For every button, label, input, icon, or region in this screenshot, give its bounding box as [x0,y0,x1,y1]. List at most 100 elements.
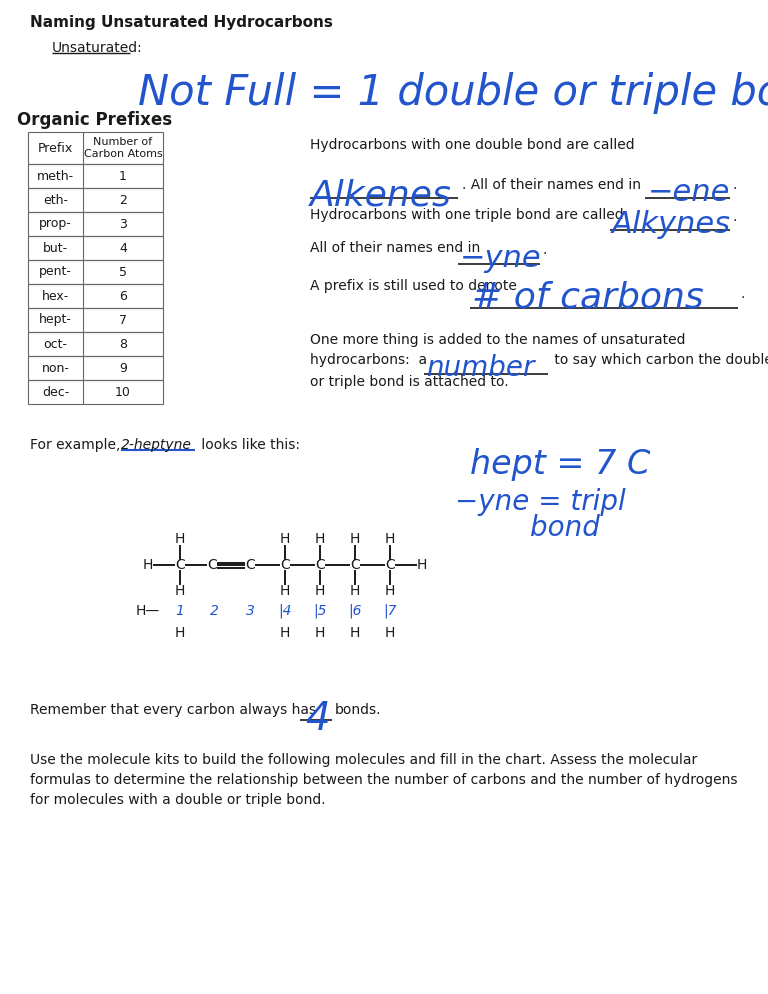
Text: .: . [732,178,737,192]
Text: but-: but- [43,242,68,254]
Bar [28,356,163,380]
Text: 1: 1 [119,170,127,183]
Text: H: H [175,584,185,598]
Text: # of carbons: # of carbons [472,280,703,314]
Text: C: C [280,558,290,572]
Text: or triple bond is attached to.: or triple bond is attached to. [310,375,508,389]
Text: H: H [417,558,427,572]
Text: .: . [740,287,744,301]
Bar [28,188,163,212]
Text: 10: 10 [115,386,131,399]
Text: |7: |7 [383,603,397,618]
Text: For example,: For example, [30,438,124,452]
Text: 2-heptyne: 2-heptyne [121,438,192,452]
Text: Not Full = 1 double or triple bond: Not Full = 1 double or triple bond [138,72,768,114]
Text: |5: |5 [313,603,326,618]
Text: A prefix is still used to denote: A prefix is still used to denote [310,279,517,293]
Text: formulas to determine the relationship between the number of carbons and the num: formulas to determine the relationship b… [30,773,737,787]
Text: H: H [349,584,360,598]
Text: C: C [350,558,360,572]
Text: looks like this:: looks like this: [197,438,300,452]
Text: H: H [175,532,185,546]
Text: eth-: eth- [43,194,68,207]
Text: C: C [315,558,325,572]
Text: 7: 7 [119,313,127,326]
Text: .: . [542,243,546,257]
Text: H: H [280,626,290,640]
Text: Organic Prefixes: Organic Prefixes [18,111,173,129]
Text: Alkenes: Alkenes [310,178,452,212]
Bar [28,308,163,332]
Text: H: H [315,626,325,640]
Text: for molecules with a double or triple bond.: for molecules with a double or triple bo… [30,793,326,807]
Text: 1: 1 [176,604,184,618]
Text: C: C [207,558,217,572]
Text: bonds.: bonds. [335,703,382,717]
Text: bond: bond [530,514,600,542]
Text: |6: |6 [348,603,362,618]
Text: 3: 3 [246,604,254,618]
Text: 4: 4 [305,700,329,738]
Bar [28,380,163,404]
Text: H: H [349,532,360,546]
Text: Unsaturated:: Unsaturated: [52,41,143,55]
Text: C: C [385,558,395,572]
Text: H: H [385,626,396,640]
Text: hept = 7 C: hept = 7 C [470,448,650,481]
Text: H: H [175,626,185,640]
Text: H: H [280,584,290,598]
Text: to say which carbon the double: to say which carbon the double [550,353,768,367]
Bar [28,332,163,356]
Text: 2: 2 [119,194,127,207]
Text: 6: 6 [119,289,127,302]
Text: non-: non- [41,362,69,375]
Bar [28,236,163,260]
Text: 9: 9 [119,362,127,375]
Text: Number of
Carbon Atoms: Number of Carbon Atoms [84,137,162,159]
Text: |4: |4 [278,603,292,618]
Text: −yne = tripl: −yne = tripl [455,488,626,516]
Text: C: C [175,558,185,572]
Bar [28,132,163,164]
Bar [28,284,163,308]
Text: Naming Unsaturated Hydrocarbons: Naming Unsaturated Hydrocarbons [30,15,333,30]
Text: Hydrocarbons with one triple bond are called: Hydrocarbons with one triple bond are ca… [310,208,624,222]
Text: C: C [245,558,255,572]
Text: .: . [732,210,737,224]
Text: pent-: pent- [39,265,72,278]
Bar [28,260,163,284]
Text: . All of their names end in: . All of their names end in [462,178,641,192]
Text: 3: 3 [119,218,127,231]
Text: 5: 5 [119,265,127,278]
Text: prop-: prop- [39,218,72,231]
Text: H—: H— [136,604,160,618]
Text: Alkynes: Alkynes [612,210,731,239]
Text: H: H [143,558,153,572]
Text: All of their names end in: All of their names end in [310,241,480,255]
Text: hydrocarbons:  a: hydrocarbons: a [310,353,427,367]
Bar [28,212,163,236]
Text: meth-: meth- [37,170,74,183]
Text: H: H [280,532,290,546]
Text: 2: 2 [210,604,218,618]
Text: −yne: −yne [460,244,541,273]
Text: −ene: −ene [648,178,730,207]
Text: Remember that every carbon always has: Remember that every carbon always has [30,703,316,717]
Text: H: H [349,626,360,640]
Text: H: H [385,584,396,598]
Text: oct-: oct- [44,338,68,351]
Text: One more thing is added to the names of unsaturated: One more thing is added to the names of … [310,333,686,347]
Text: Use the molecule kits to build the following molecules and fill in the chart. As: Use the molecule kits to build the follo… [30,753,697,767]
Text: H: H [315,532,325,546]
Text: dec-: dec- [42,386,69,399]
Text: Prefix: Prefix [38,141,73,154]
Text: hept-: hept- [39,313,72,326]
Text: H: H [315,584,325,598]
Text: number: number [426,354,535,382]
Text: H: H [385,532,396,546]
Text: 8: 8 [119,338,127,351]
Text: 4: 4 [119,242,127,254]
Text: Hydrocarbons with one double bond are called: Hydrocarbons with one double bond are ca… [310,138,634,152]
Bar [28,164,163,188]
Text: hex-: hex- [42,289,69,302]
